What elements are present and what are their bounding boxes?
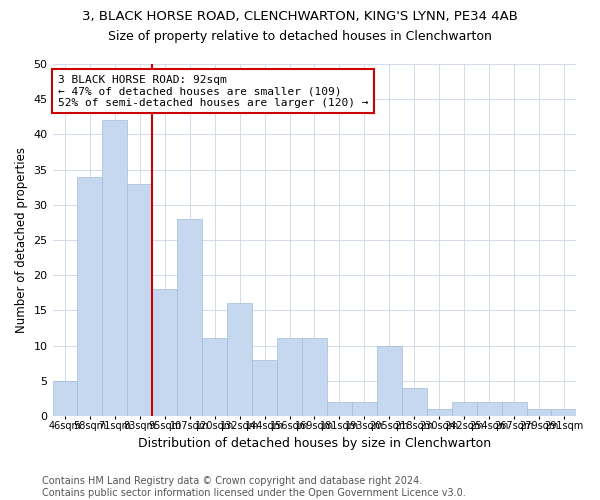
Bar [476,402,502,416]
Bar [53,380,77,416]
Bar [103,120,127,416]
Bar [527,409,551,416]
Bar [302,338,327,416]
Bar [427,409,452,416]
Bar [277,338,302,416]
Bar [402,388,427,416]
Bar [127,184,152,416]
Bar [352,402,377,416]
Bar [452,402,476,416]
Bar [551,409,577,416]
Bar [227,304,252,416]
Bar [77,176,103,416]
Y-axis label: Number of detached properties: Number of detached properties [15,147,28,333]
Text: 3, BLACK HORSE ROAD, CLENCHWARTON, KING'S LYNN, PE34 4AB: 3, BLACK HORSE ROAD, CLENCHWARTON, KING'… [82,10,518,23]
Bar [152,289,177,416]
Bar [252,360,277,416]
Text: Size of property relative to detached houses in Clenchwarton: Size of property relative to detached ho… [108,30,492,43]
X-axis label: Distribution of detached houses by size in Clenchwarton: Distribution of detached houses by size … [138,437,491,450]
Text: 3 BLACK HORSE ROAD: 92sqm
← 47% of detached houses are smaller (109)
52% of semi: 3 BLACK HORSE ROAD: 92sqm ← 47% of detac… [58,74,368,108]
Bar [377,346,402,416]
Bar [327,402,352,416]
Bar [177,219,202,416]
Bar [502,402,527,416]
Bar [202,338,227,416]
Text: Contains HM Land Registry data © Crown copyright and database right 2024.
Contai: Contains HM Land Registry data © Crown c… [42,476,466,498]
